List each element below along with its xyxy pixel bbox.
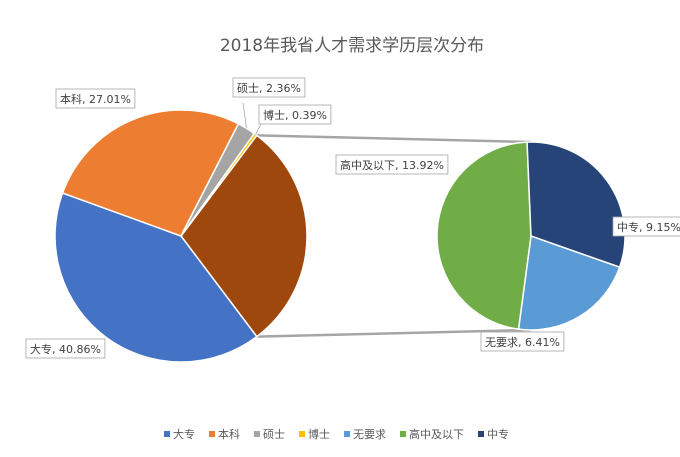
pie-slice-wuyaoqiu xyxy=(517,234,621,331)
svg-text:高中及以下, 13.92%: 高中及以下, 13.92% xyxy=(340,158,444,172)
data-labels: 大专, 40.86% 本科, 27.01% 硕士, 2.36% 博士, 0.39% 无要… xyxy=(25,77,680,359)
legend-swatch xyxy=(400,431,406,437)
svg-text:中专, 9.15%: 中专, 9.15% xyxy=(617,220,680,234)
svg-text:大专, 40.86%: 大专, 40.86% xyxy=(30,342,101,356)
data-label-dazhuan: 大专, 40.86% xyxy=(25,338,106,359)
connector-lines xyxy=(256,134,532,338)
legend-label: 高中及以下 xyxy=(409,427,464,441)
legend-item-wuyaoqiu: 无要求 xyxy=(344,428,386,441)
svg-text:无要求, 6.41%: 无要求, 6.41% xyxy=(485,336,560,349)
legend-swatch xyxy=(164,431,170,437)
legend-swatch xyxy=(344,431,350,437)
legend-item-gaozhong: 高中及以下 xyxy=(400,427,464,441)
pie-slice-gaozhong xyxy=(436,141,532,331)
data-label-shuoshi: 硕士, 2.36% xyxy=(232,77,306,98)
legend-label: 本科 xyxy=(218,427,240,441)
legend-swatch xyxy=(254,431,260,437)
data-label-benke: 本科, 27.01% xyxy=(55,88,136,109)
legend-label: 硕士 xyxy=(263,428,285,441)
pie-slice-dazhuan xyxy=(54,192,258,363)
data-label-boshi: 博士, 0.39% xyxy=(258,104,332,125)
connector-line-bottom xyxy=(256,328,532,338)
main-pie xyxy=(54,109,308,363)
legend-label: 中专 xyxy=(487,427,509,441)
pie-slice-boshi xyxy=(180,132,258,237)
legend-label: 博士 xyxy=(308,428,330,441)
legend-label: 无要求 xyxy=(353,428,386,441)
data-label-zhongzhuan: 中专, 9.15% xyxy=(612,216,680,237)
svg-text:本科, 27.01%: 本科, 27.01% xyxy=(60,92,131,106)
legend-swatch xyxy=(299,431,305,437)
legend-item-dazhuan: 大专 xyxy=(164,427,195,441)
legend-item-shuoshi: 硕士 xyxy=(254,428,285,441)
pie-slice-zhongzhuan xyxy=(526,141,626,269)
connector-line-top xyxy=(256,134,532,144)
legend-item-benke: 本科 xyxy=(209,427,240,441)
leader-line-boshi xyxy=(255,123,262,135)
svg-text:硕士, 2.36%: 硕士, 2.36% xyxy=(237,82,301,95)
svg-text:博士, 0.39%: 博士, 0.39% xyxy=(263,109,327,122)
leader-line-shuoshi xyxy=(242,102,247,129)
secondary-pie xyxy=(436,141,626,331)
data-label-gaozhong: 高中及以下, 13.92% xyxy=(335,154,449,175)
pie-slice-benke xyxy=(61,109,240,237)
legend-item-zhongzhuan: 中专 xyxy=(478,427,509,441)
legend-label: 大专 xyxy=(173,427,195,441)
pie-slice-other xyxy=(180,134,308,338)
legend: 大专 本科 硕士 博士 无要求 高中及以下 中专 xyxy=(164,427,509,441)
chart-title: 2018年我省人才需求学历层次分布 xyxy=(220,36,484,56)
data-label-wuyaoqiu: 无要求, 6.41% xyxy=(480,331,565,352)
legend-item-boshi: 博士 xyxy=(299,428,330,441)
legend-swatch xyxy=(478,431,484,437)
legend-swatch xyxy=(209,431,215,437)
